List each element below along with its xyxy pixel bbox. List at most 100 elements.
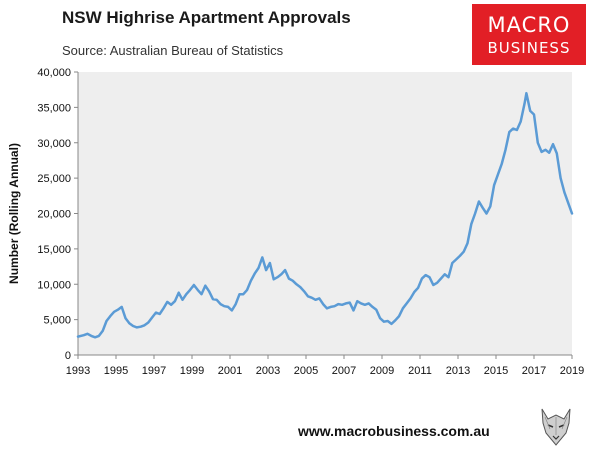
data-point — [174, 300, 176, 302]
x-tick-label: 2015 — [484, 365, 508, 377]
data-point — [219, 303, 222, 305]
data-point — [83, 334, 85, 336]
y-tick-label: 30,000 — [37, 138, 71, 150]
data-point — [387, 320, 389, 322]
data-point — [459, 255, 461, 257]
data-point — [394, 319, 396, 321]
data-point — [345, 302, 347, 304]
data-point — [489, 205, 491, 207]
wolf-icon — [536, 405, 576, 449]
data-point — [326, 307, 328, 309]
data-point — [181, 299, 184, 301]
data-point — [276, 276, 279, 278]
y-axis-ticks: 0 5,000 10,000 15,000 20,000 25,000 30,000 35,0… — [37, 67, 78, 362]
data-point — [307, 295, 309, 297]
data-point — [185, 293, 187, 295]
data-point — [121, 306, 123, 308]
data-point — [337, 303, 339, 305]
data-point — [280, 273, 282, 275]
data-point — [295, 283, 298, 285]
x-tick-label: 2007 — [332, 365, 356, 377]
data-point — [504, 149, 507, 151]
data-point — [109, 315, 111, 317]
data-point — [113, 311, 115, 313]
data-point — [223, 305, 225, 307]
x-axis-ticks: 1993 1995 1997 1999 2001 2003 2005 2007 2009 2011… — [66, 355, 584, 377]
data-point — [485, 212, 488, 215]
data-point — [189, 289, 191, 291]
data-point — [193, 284, 195, 286]
x-tick-label: 2001 — [218, 365, 242, 377]
data-point — [493, 184, 495, 186]
data-point — [86, 333, 89, 335]
data-point — [273, 278, 275, 280]
data-point — [470, 223, 472, 225]
data-point — [288, 278, 290, 280]
data-point — [197, 289, 199, 291]
data-point — [151, 316, 153, 319]
y-tick-label: 35,000 — [37, 102, 71, 114]
x-tick-label: 2011 — [408, 365, 432, 377]
macrobusiness-logo: MACRO BUSINESS — [472, 4, 586, 65]
data-point — [94, 336, 96, 338]
x-tick-label: 2003 — [256, 365, 280, 377]
data-point — [105, 320, 108, 322]
data-point — [428, 276, 431, 278]
data-point — [512, 128, 514, 130]
data-point — [303, 290, 305, 292]
chart-title: NSW Highrise Apartment Approvals — [62, 8, 351, 27]
data-point — [341, 304, 343, 306]
y-tick-label: 5,000 — [43, 315, 71, 327]
data-point — [246, 289, 248, 291]
data-point — [140, 326, 142, 328]
data-point — [200, 293, 203, 295]
data-point — [238, 293, 241, 295]
data-point — [544, 149, 547, 151]
data-point — [136, 326, 138, 328]
data-point — [390, 323, 393, 325]
y-axis-label: Number (Rolling Annual) — [7, 143, 21, 284]
footer-url: www.macrobusiness.com.au — [298, 423, 490, 439]
data-point — [155, 312, 157, 314]
data-point — [552, 143, 554, 145]
data-point — [132, 325, 134, 327]
data-point — [242, 293, 244, 295]
data-point — [383, 321, 385, 323]
data-point — [371, 306, 374, 308]
data-point — [204, 285, 206, 287]
x-tick-label: 2013 — [446, 365, 470, 377]
data-point — [563, 191, 566, 193]
data-point — [311, 297, 313, 299]
data-point — [299, 286, 301, 288]
series-group — [76, 91, 574, 339]
data-point — [364, 304, 366, 306]
data-point — [90, 335, 92, 337]
data-point — [463, 251, 465, 253]
data-point — [261, 256, 263, 258]
data-point — [231, 309, 233, 311]
data-point — [525, 92, 528, 94]
data-point — [330, 306, 332, 308]
data-point — [292, 280, 294, 282]
data-point — [482, 207, 484, 209]
x-tick-label: 1997 — [142, 365, 166, 377]
data-point — [516, 129, 518, 131]
data-point — [436, 282, 438, 284]
data-point — [117, 309, 119, 311]
data-point — [265, 269, 267, 271]
plot-area — [78, 72, 572, 355]
data-point — [269, 262, 271, 264]
data-point — [406, 302, 408, 304]
data-point — [216, 299, 218, 301]
x-tick-label: 2005 — [294, 365, 318, 377]
data-point — [501, 163, 503, 165]
data-point — [508, 131, 510, 133]
x-tick-label: 2009 — [370, 365, 394, 377]
data-point — [143, 324, 146, 326]
data-point — [417, 287, 419, 289]
data-point — [257, 267, 260, 269]
data-point — [235, 303, 237, 305]
data-point — [379, 317, 381, 319]
data-point — [318, 297, 320, 299]
